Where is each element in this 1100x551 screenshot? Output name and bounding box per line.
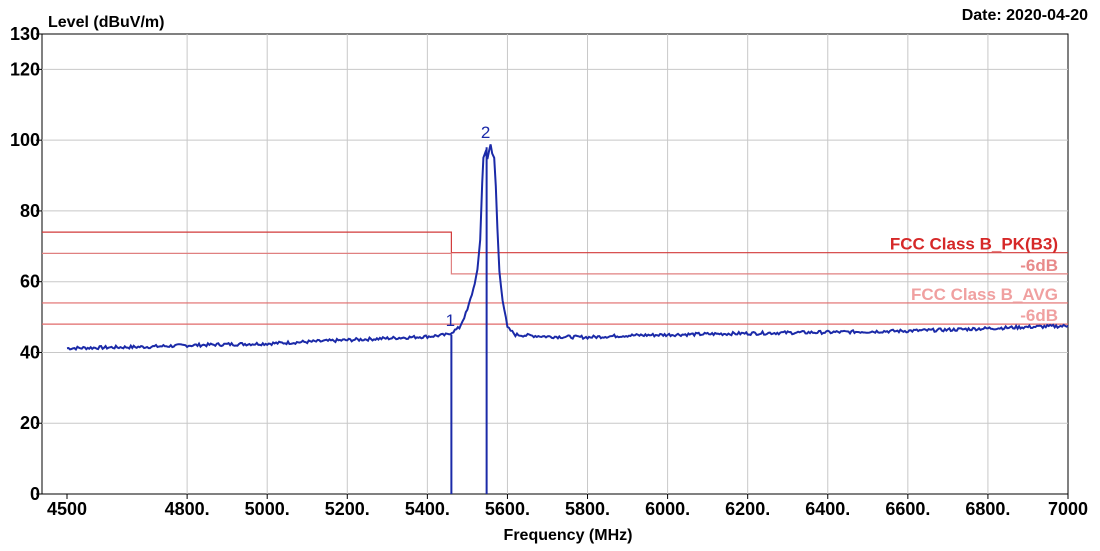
limit-label: -6dB: [1020, 306, 1058, 325]
x-tick-label: 6600.: [885, 499, 930, 519]
x-tick-label: 6000.: [645, 499, 690, 519]
x-tick-label: 6200.: [725, 499, 770, 519]
x-tick-label: 5400.: [405, 499, 450, 519]
x-tick-label: 4800.: [165, 499, 210, 519]
y-tick-label: 130: [10, 24, 40, 44]
grid-lines: [42, 34, 1068, 494]
date-label: Date: 2020-04-20: [962, 7, 1088, 24]
y-tick-label: 120: [10, 59, 40, 79]
y-tick-label: 80: [20, 201, 40, 221]
x-tick-label: 6400.: [805, 499, 850, 519]
marker-label: 2: [481, 123, 490, 142]
x-tick-label: 7000: [1048, 499, 1088, 519]
axes-group: 4500 4800. 5000. 5200. 5400. 5600. 5800. 6000. 6…: [10, 24, 1088, 519]
limit-line: [42, 231, 1068, 254]
x-tick-label: 5800.: [565, 499, 610, 519]
y-tick-label: 100: [10, 130, 40, 150]
limit-label: -6dB: [1020, 256, 1058, 275]
x-tick-label: 5200.: [325, 499, 370, 519]
x-axis-label: Frequency (MHz): [504, 527, 633, 544]
x-tick-label: 6800.: [965, 499, 1010, 519]
x-tick-label: 4500: [47, 499, 87, 519]
limit-line: [42, 252, 1068, 275]
x-tick-label: 5600.: [485, 499, 530, 519]
y-tick-label: 60: [20, 272, 40, 292]
limit-label: FCC Class B_AVG: [911, 285, 1058, 304]
limit-label: FCC Class B_PK(B3): [890, 235, 1058, 254]
y-tick-label: 40: [20, 342, 40, 362]
plot-area: [41, 33, 1069, 495]
marker-label: 1: [446, 311, 455, 330]
y-axis-label: Level (dBuV/m): [48, 14, 164, 31]
x-tick-label: 5000.: [245, 499, 290, 519]
markers-group: 12: [446, 123, 490, 494]
y-tick-label: 20: [20, 413, 40, 433]
series-group: [66, 144, 1069, 351]
y-tick-label: 0: [30, 484, 40, 504]
limit-lines: FCC Class B_PK(B3) -6dB FCC Class B_AVG -6d…: [42, 231, 1068, 325]
spectrum-series-line: [66, 144, 1069, 351]
